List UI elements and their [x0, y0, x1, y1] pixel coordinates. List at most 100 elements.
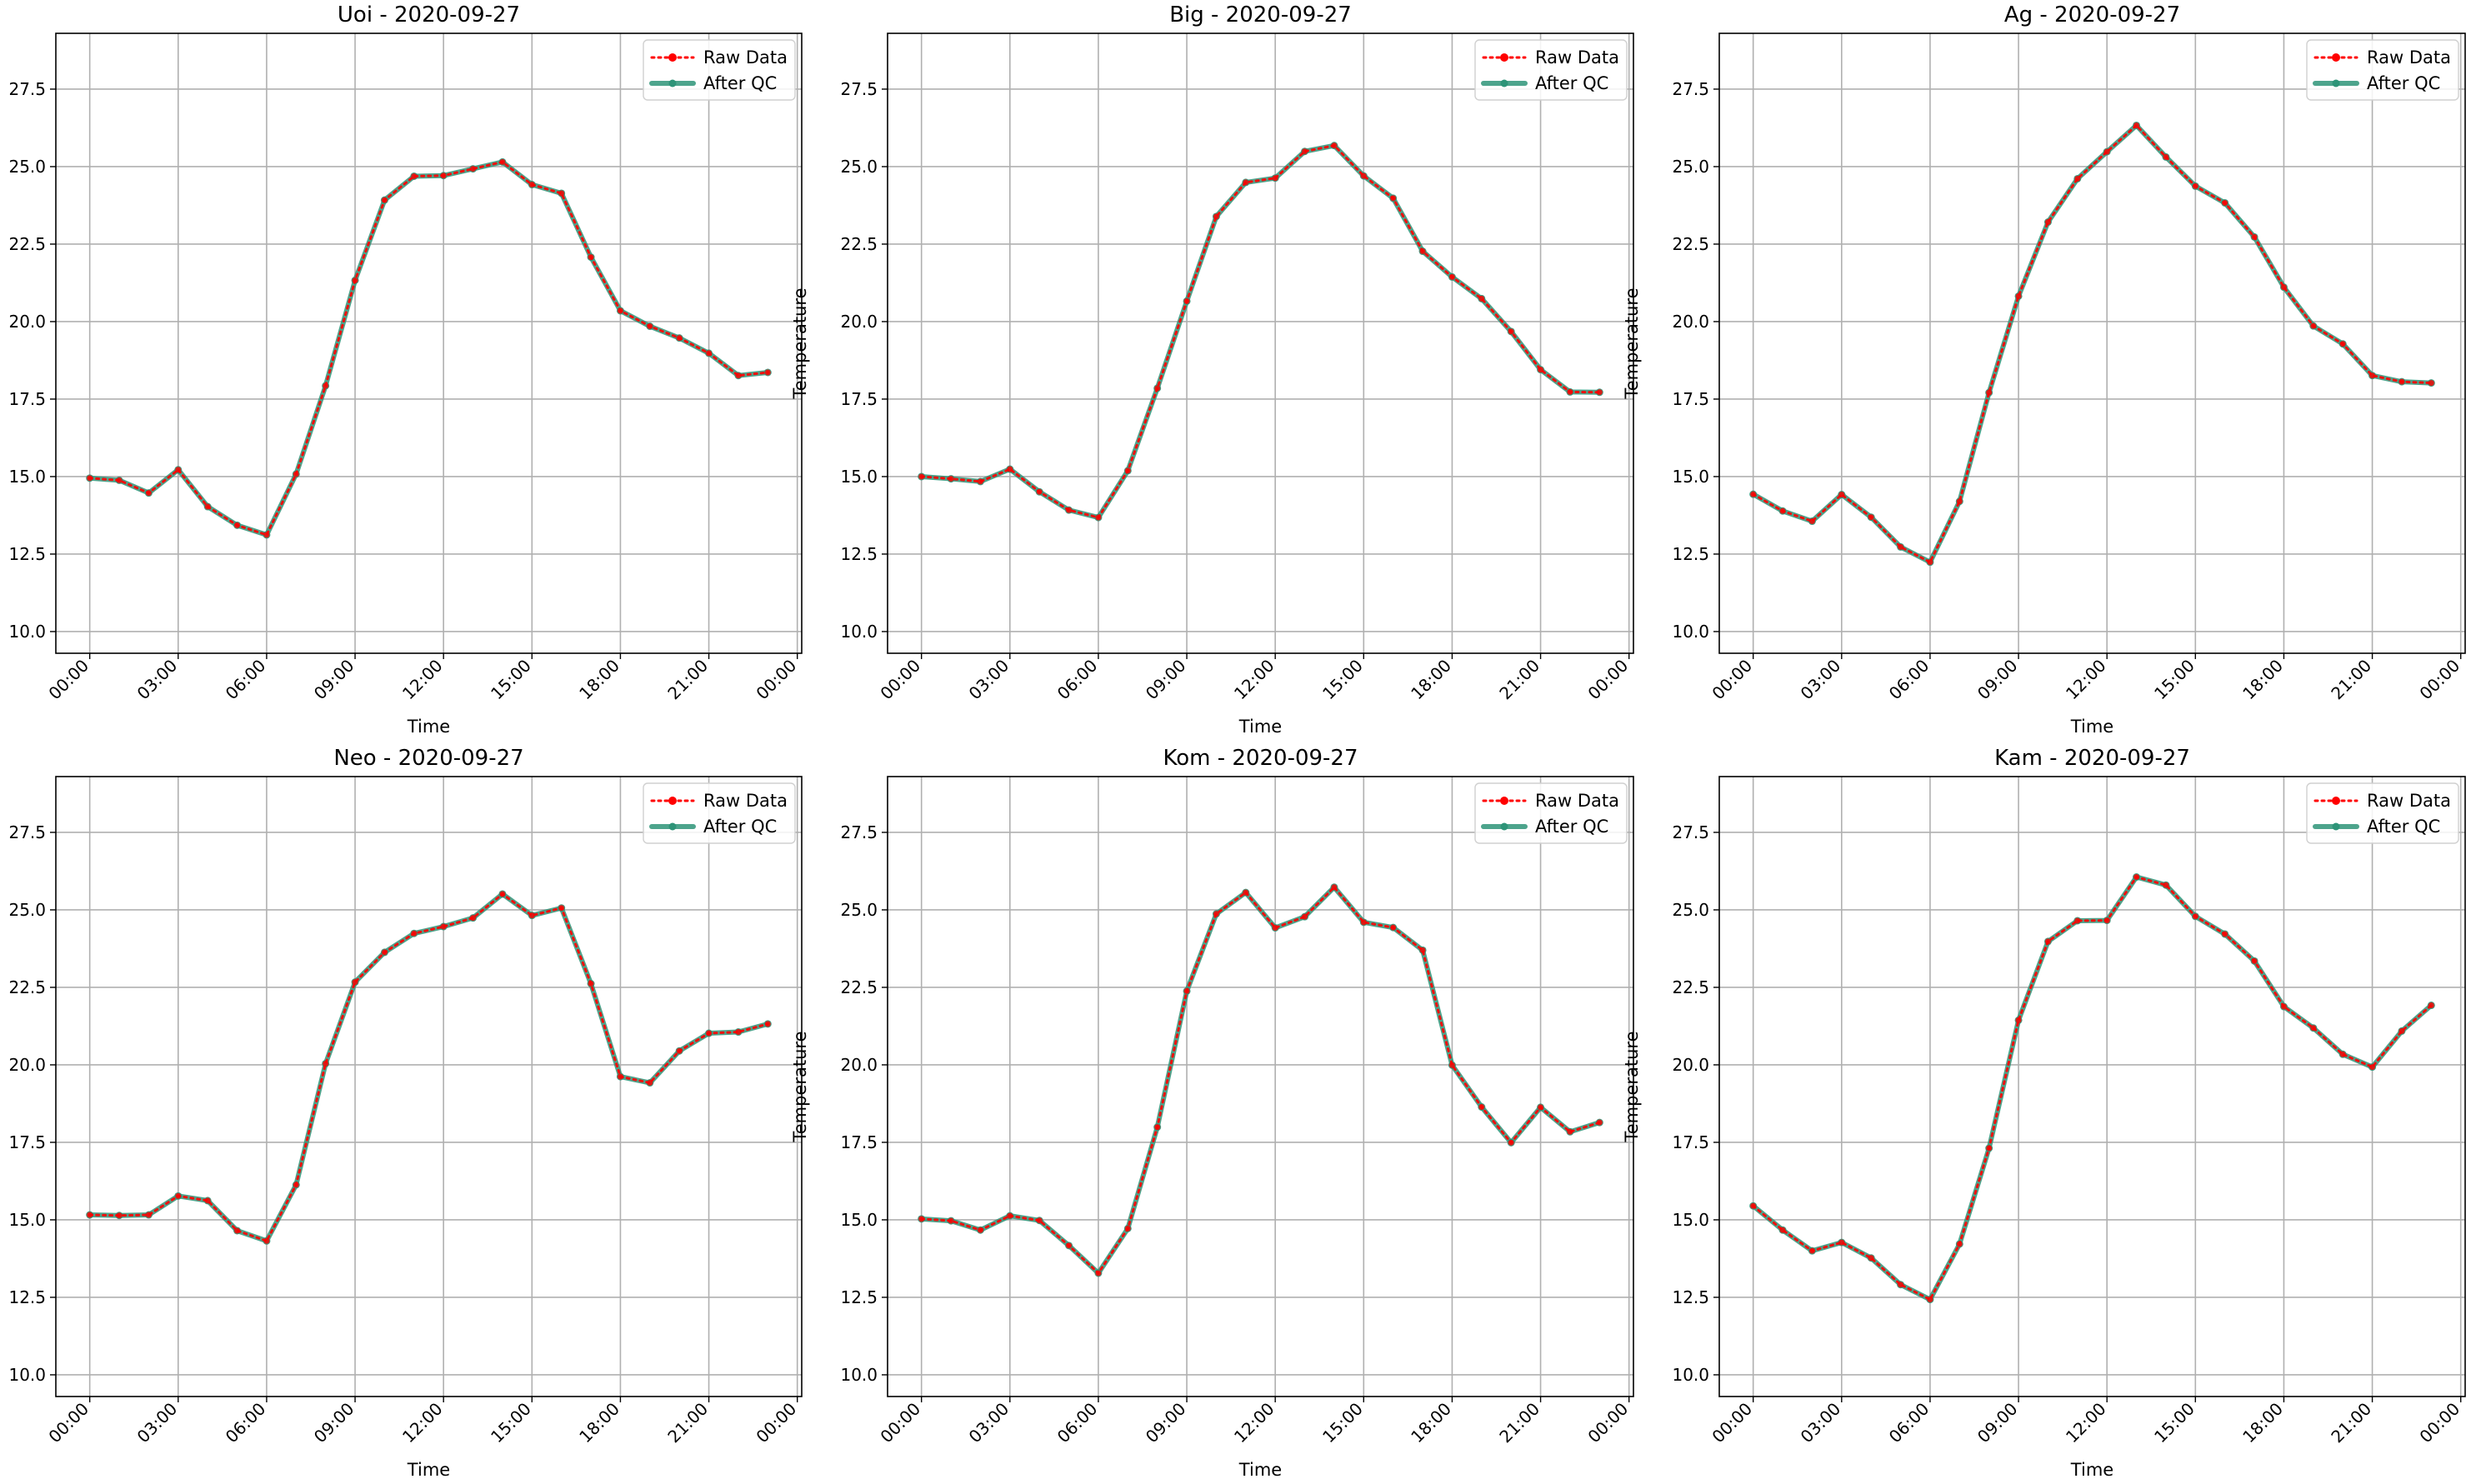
data-point-raw-data [1243, 889, 1249, 896]
legend-swatch-marker [668, 797, 677, 805]
data-point-raw-data [528, 182, 535, 188]
plot-frame [887, 32, 1634, 654]
data-point-raw-data [1360, 919, 1367, 926]
plot-frame [887, 776, 1634, 1397]
chart-panel-4: Kom - 2020-09-27 00:00 03:00 06:00 09:00 12:0… [790, 746, 1634, 1480]
data-point-raw-data [1868, 514, 1874, 521]
series-line-raw-data [1752, 876, 2433, 1302]
y-tick-label: 17.5 [8, 1132, 46, 1152]
data-point-raw-data [470, 166, 477, 172]
data-point-raw-data [1898, 1282, 1904, 1288]
legend-swatch-marker [1500, 53, 1508, 62]
data-point-raw-data [87, 475, 93, 482]
x-tick-label: 03:00 [133, 656, 182, 704]
legend-swatch-marker [1500, 797, 1508, 805]
data-point-raw-data [706, 350, 713, 357]
legend-swatch-marker [668, 79, 677, 87]
x-tick-label: 06:00 [1053, 1399, 1102, 1447]
data-point-raw-data [2192, 182, 2198, 189]
x-tick-label: 00:00 [876, 656, 924, 704]
y-tick-label: 10.0 [8, 1365, 46, 1385]
y-tick-label: 27.5 [1672, 822, 1709, 842]
data-point-raw-data [764, 1021, 771, 1027]
data-point-raw-data [1448, 1062, 1455, 1068]
data-point-raw-data [1272, 175, 1278, 182]
y-tick-label: 10.0 [840, 622, 878, 642]
x-tick-label: 06:00 [1053, 656, 1102, 704]
data-point-raw-data [1036, 1217, 1043, 1224]
data-point-raw-data [1419, 248, 1426, 255]
legend-swatch-marker [1500, 79, 1508, 87]
x-tick-label: 03:00 [965, 656, 1013, 704]
data-point-raw-data [470, 915, 477, 922]
data-point-raw-data [2280, 284, 2287, 291]
y-tick-label: 15.0 [1672, 467, 1709, 487]
data-point-raw-data [499, 158, 506, 165]
x-tick-label: 03:00 [133, 1399, 182, 1447]
y-tick-label: 20.0 [8, 312, 46, 332]
x-tick-label: 06:00 [1885, 656, 1933, 704]
x-tick-label: 03:00 [1797, 656, 1845, 704]
data-point-raw-data [1331, 884, 1338, 891]
y-tick-label: 20.0 [8, 1055, 46, 1075]
data-point-raw-data [647, 323, 653, 330]
data-point-raw-data [918, 473, 925, 480]
x-tick-label: 00:00 [753, 656, 801, 704]
y-tick-label: 22.5 [8, 234, 46, 254]
x-tick-label: 18:00 [2238, 656, 2287, 704]
data-point-raw-data [145, 1212, 152, 1218]
data-point-raw-data [2369, 372, 2376, 379]
chart-title: Kom - 2020-09-27 [1163, 746, 1358, 771]
chart-panel-2: Ag - 2020-09-27 00:00 03:00 06:00 09:00 12:00… [1622, 2, 2466, 737]
data-point-raw-data [1124, 467, 1131, 474]
data-point-raw-data [1478, 295, 1485, 302]
chart-title: Neo - 2020-09-27 [333, 746, 523, 771]
data-point-raw-data [116, 477, 123, 483]
y-tick-label: 22.5 [840, 977, 878, 997]
y-tick-label: 20.0 [840, 312, 878, 332]
y-tick-label: 25.0 [8, 157, 46, 177]
data-point-raw-data [2133, 874, 2140, 881]
data-point-raw-data [1390, 924, 1397, 931]
data-point-raw-data [323, 382, 329, 389]
data-point-raw-data [2398, 1027, 2405, 1034]
data-point-raw-data [87, 1212, 93, 1218]
x-tick-label: 12:00 [1230, 1399, 1278, 1447]
x-tick-label: 09:00 [310, 656, 358, 704]
y-tick-label: 27.5 [840, 79, 878, 99]
data-point-raw-data [1478, 1104, 1485, 1111]
chart-title: Uoi - 2020-09-27 [338, 2, 520, 27]
data-point-raw-data [1567, 1128, 1573, 1135]
legend-label: Raw Data [703, 791, 788, 811]
legend-label: Raw Data [2367, 47, 2451, 67]
y-tick-label: 12.5 [1672, 1287, 1709, 1307]
y-tick-label: 12.5 [8, 544, 46, 564]
data-point-raw-data [1448, 273, 1455, 280]
data-point-raw-data [2192, 913, 2198, 920]
x-tick-label: 09:00 [1973, 656, 2022, 704]
data-point-raw-data [2163, 153, 2169, 160]
data-point-raw-data [2163, 882, 2169, 888]
y-tick-label: 22.5 [8, 977, 46, 997]
legend-swatch-marker [2332, 53, 2340, 62]
data-point-raw-data [323, 1060, 329, 1067]
data-point-raw-data [234, 522, 241, 528]
data-point-raw-data [2044, 219, 2051, 226]
legend-swatch-marker [2332, 797, 2340, 805]
y-tick-label: 20.0 [1672, 312, 1709, 332]
x-tick-label: 09:00 [1973, 1399, 2022, 1447]
data-point-raw-data [764, 369, 771, 376]
data-point-raw-data [440, 923, 447, 930]
data-point-raw-data [977, 1227, 983, 1233]
data-point-raw-data [2369, 1064, 2376, 1071]
data-point-raw-data [1095, 514, 1102, 521]
data-point-raw-data [676, 1047, 683, 1054]
data-point-raw-data [2428, 380, 2434, 387]
data-point-raw-data [293, 471, 299, 477]
x-tick-label: 21:00 [2327, 1399, 2375, 1447]
legend-label: After QC [1535, 73, 1608, 93]
y-tick-label: 10.0 [840, 1365, 878, 1385]
x-tick-label: 12:00 [1230, 656, 1278, 704]
data-point-raw-data [2103, 917, 2110, 924]
x-tick-label: 15:00 [487, 656, 535, 704]
